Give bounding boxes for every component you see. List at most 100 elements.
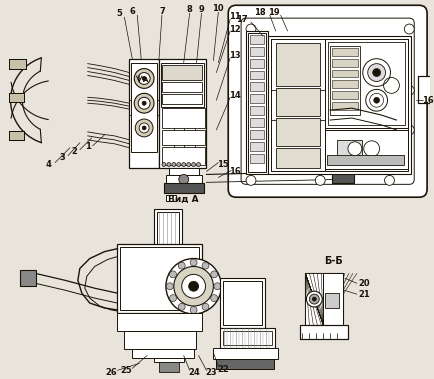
Circle shape	[246, 24, 256, 34]
Bar	[306, 273, 343, 325]
Circle shape	[246, 175, 256, 185]
Circle shape	[172, 163, 176, 166]
Circle shape	[166, 258, 221, 314]
Bar	[276, 43, 320, 86]
Bar	[166, 195, 176, 201]
Text: 8: 8	[187, 5, 193, 14]
Bar	[157, 212, 179, 250]
Text: 24: 24	[189, 368, 201, 377]
Bar	[325, 39, 408, 128]
Bar	[418, 75, 433, 103]
Text: 3: 3	[59, 153, 65, 162]
Text: 16: 16	[229, 167, 241, 176]
Bar	[220, 278, 265, 328]
Bar	[162, 65, 201, 80]
Circle shape	[166, 283, 173, 290]
Circle shape	[167, 163, 171, 166]
Bar	[250, 153, 264, 163]
Bar	[325, 130, 408, 169]
Text: 11: 11	[229, 12, 241, 20]
Bar	[332, 91, 358, 99]
Bar	[276, 118, 320, 146]
Bar	[332, 48, 358, 56]
Bar	[250, 35, 264, 44]
Bar	[162, 94, 201, 104]
Circle shape	[142, 77, 146, 80]
Circle shape	[178, 303, 185, 310]
Bar	[166, 175, 201, 183]
Bar	[323, 273, 343, 325]
Circle shape	[142, 101, 146, 105]
Bar	[332, 171, 354, 183]
Bar	[250, 59, 264, 67]
Text: 10: 10	[213, 4, 224, 13]
Text: 14: 14	[229, 91, 241, 100]
Circle shape	[170, 294, 177, 302]
Bar	[330, 46, 360, 115]
Text: 13: 13	[229, 51, 241, 60]
Circle shape	[214, 283, 221, 290]
Bar	[418, 75, 433, 103]
Bar	[154, 209, 182, 251]
Circle shape	[363, 59, 391, 86]
Text: 16: 16	[422, 96, 434, 105]
Bar	[214, 348, 278, 359]
Bar	[276, 148, 320, 168]
Bar	[159, 59, 207, 168]
Bar	[250, 142, 264, 151]
Bar	[300, 325, 348, 339]
Circle shape	[211, 271, 217, 278]
Text: Б-Б: Б-Б	[324, 255, 342, 266]
Bar	[250, 83, 264, 91]
Bar	[268, 36, 411, 174]
Circle shape	[374, 97, 380, 103]
Bar	[332, 80, 358, 88]
Bar	[328, 42, 405, 125]
Bar	[9, 131, 24, 140]
Text: 22: 22	[217, 365, 229, 374]
Bar	[250, 47, 264, 56]
FancyBboxPatch shape	[228, 5, 427, 197]
Circle shape	[202, 262, 209, 269]
Bar	[9, 93, 24, 102]
Bar	[125, 331, 196, 349]
Circle shape	[348, 142, 362, 156]
Bar	[118, 244, 201, 313]
Bar	[337, 140, 362, 158]
Bar	[9, 59, 26, 69]
Circle shape	[306, 291, 322, 307]
Bar	[132, 349, 194, 359]
Text: 9: 9	[199, 5, 204, 14]
Circle shape	[187, 163, 191, 166]
Text: Вид А: Вид А	[168, 195, 199, 204]
Circle shape	[368, 64, 385, 81]
Bar	[9, 131, 24, 140]
Text: 25: 25	[121, 366, 132, 375]
Circle shape	[134, 69, 154, 88]
Text: 19: 19	[268, 8, 279, 17]
Text: 5: 5	[116, 9, 122, 18]
Bar	[164, 183, 204, 193]
Bar	[223, 281, 262, 325]
Circle shape	[202, 303, 209, 310]
Circle shape	[182, 274, 205, 298]
Circle shape	[138, 72, 150, 85]
Bar	[162, 147, 205, 164]
Circle shape	[315, 175, 325, 185]
Circle shape	[309, 294, 319, 304]
Circle shape	[364, 141, 380, 157]
Text: 18: 18	[254, 8, 266, 17]
Bar	[250, 94, 264, 103]
Circle shape	[312, 297, 316, 301]
Bar	[276, 88, 320, 116]
Bar	[20, 270, 36, 286]
Bar	[162, 108, 205, 128]
Bar	[327, 155, 404, 164]
Bar	[250, 70, 264, 80]
Text: 23: 23	[206, 368, 217, 377]
Bar	[162, 130, 205, 145]
Circle shape	[178, 262, 185, 269]
Circle shape	[192, 163, 196, 166]
Circle shape	[182, 163, 186, 166]
Bar	[250, 130, 264, 139]
